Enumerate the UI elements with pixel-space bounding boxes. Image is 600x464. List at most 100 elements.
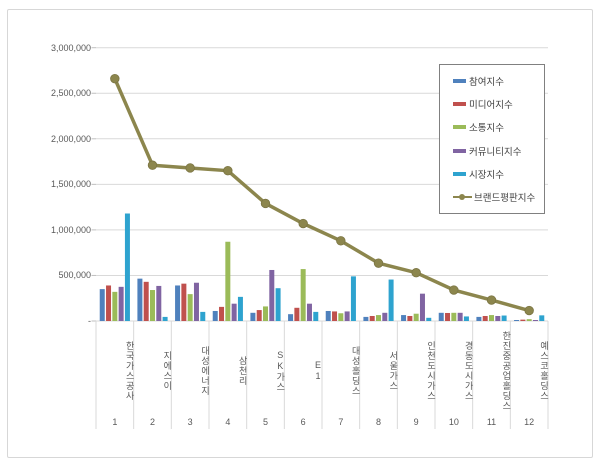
bar <box>99 289 105 321</box>
bar <box>332 311 338 321</box>
y-tick-label: - <box>88 316 91 326</box>
category-number: 2 <box>149 417 155 427</box>
line-marker <box>524 305 534 316</box>
y-tick-label: 2,000,000 <box>50 133 91 144</box>
legend-label: 참여지수 <box>469 77 504 89</box>
plot-area <box>91 47 549 429</box>
bar <box>313 311 319 321</box>
y-tick-label: 500,000 <box>58 270 91 281</box>
bar <box>363 316 369 321</box>
legend-label: 미디어지수 <box>469 100 513 112</box>
category-label: 한진중공업홀딩스 <box>501 331 512 411</box>
bar <box>382 312 388 321</box>
y-tick-label: 1,000,000 <box>50 224 91 235</box>
legend-swatch-icon <box>453 171 466 176</box>
line-marker <box>336 236 346 246</box>
bar <box>112 291 118 321</box>
category-label: 인천도시가스 <box>425 341 436 401</box>
bar <box>306 303 312 321</box>
bar <box>250 312 256 321</box>
bar <box>325 310 331 321</box>
bar <box>300 269 306 321</box>
bar <box>200 311 206 321</box>
bar <box>156 285 162 321</box>
bar <box>438 312 444 321</box>
category-number: 9 <box>413 417 419 427</box>
bar <box>137 278 143 321</box>
trend-line <box>113 76 531 313</box>
bar <box>401 315 407 321</box>
chart-frame: - 500,000 1,000,000 1,500,000 2,000,000 2,500… <box>7 9 593 458</box>
bar <box>225 241 231 321</box>
bar <box>231 303 237 321</box>
bar <box>269 269 275 321</box>
bar <box>193 282 199 321</box>
y-tick-label: 3,000,000 <box>50 42 91 53</box>
line-marker <box>411 268 421 278</box>
bar <box>212 310 218 321</box>
category-number: 6 <box>300 417 306 427</box>
bar <box>256 310 262 321</box>
line-marker <box>147 160 158 170</box>
bar <box>388 279 394 321</box>
bar <box>419 293 425 321</box>
bar <box>124 213 130 321</box>
category-label: 예스코홀딩스 <box>538 341 549 401</box>
bar <box>181 283 187 321</box>
category-number: 11 <box>486 417 497 427</box>
bar <box>344 311 350 321</box>
bar <box>520 319 526 321</box>
legend-label: 커뮤니티지수 <box>469 146 522 158</box>
legend-swatch-icon <box>453 148 466 153</box>
legend-item: 미디어지수 <box>453 97 544 111</box>
bar <box>407 315 413 321</box>
category-label: SK가스 <box>275 350 286 392</box>
bar <box>106 285 112 321</box>
bar <box>150 290 155 321</box>
category-number: 7 <box>338 417 344 427</box>
bar <box>501 315 507 321</box>
bar <box>476 316 482 321</box>
bar <box>294 307 300 321</box>
category-label: 대성에너지 <box>199 346 210 396</box>
category-label: 경동도시가스 <box>463 341 474 401</box>
legend-item: 소통지수 <box>453 120 544 134</box>
bar <box>263 306 268 321</box>
legend-item: 브랜드평판지수 <box>453 190 544 204</box>
line-marker <box>223 165 233 176</box>
y-tick-label: 1,500,000 <box>50 179 91 190</box>
category-label: 삼천리 <box>237 356 248 386</box>
category-label: 서울가스 <box>388 351 399 391</box>
bar <box>526 319 532 321</box>
bar <box>369 315 375 321</box>
line-marker <box>185 163 195 173</box>
category-number: 3 <box>187 417 193 427</box>
y-tick-label: 2,500,000 <box>50 88 91 99</box>
category-label: 지에스이 <box>162 351 173 391</box>
bar <box>175 285 181 321</box>
line-marker <box>373 258 384 268</box>
line-marker <box>260 198 271 209</box>
legend-item: 참여지수 <box>453 74 544 88</box>
bar <box>532 320 538 321</box>
category-number: 10 <box>448 417 459 427</box>
category-number: 12 <box>524 417 535 427</box>
line-marker <box>298 218 308 229</box>
bar <box>463 316 469 321</box>
bar <box>445 312 451 321</box>
category-label: 한국가스공사 <box>124 341 135 401</box>
bar <box>376 315 381 321</box>
bar <box>451 312 457 321</box>
bar <box>338 313 344 321</box>
legend-label: 시장지수 <box>469 169 504 181</box>
category-number: 8 <box>375 417 381 427</box>
bar <box>162 316 168 321</box>
bar <box>489 315 494 321</box>
bar <box>187 294 193 321</box>
bar <box>275 288 281 321</box>
bar <box>482 315 488 321</box>
legend-label: 브랜드평판지수 <box>474 192 536 204</box>
legend-item: 커뮤니티지수 <box>453 144 544 158</box>
legend-swatch-icon <box>453 79 466 84</box>
